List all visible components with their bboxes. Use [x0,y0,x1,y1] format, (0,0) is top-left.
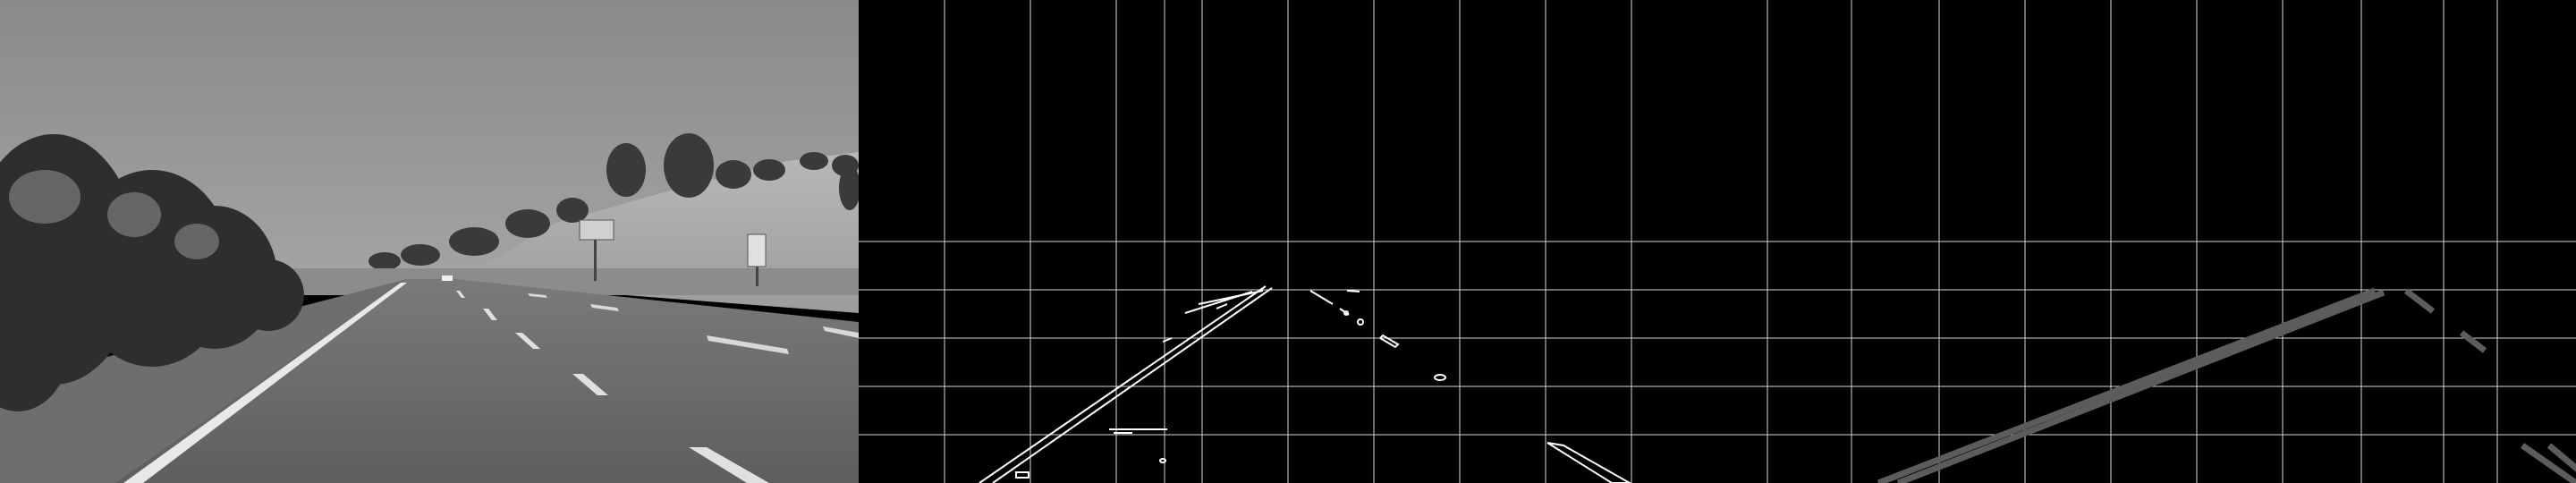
left-shoulder [0,279,407,483]
edge-detection-view [859,0,1717,483]
hill-trees [369,133,859,270]
detected-lane-lines [1877,287,2576,483]
grid-overlay [859,0,1717,483]
left-lane-line [123,283,407,483]
grayscale-road-photo [0,0,859,483]
left-bushes [0,134,304,411]
road-sign [579,219,767,286]
road [116,279,859,483]
hough-lines-view [1717,0,2576,483]
distant-car [442,275,453,281]
dashed-lane-marks [456,291,769,483]
detected-edges [979,285,1632,483]
grid-overlay [1717,0,2576,483]
